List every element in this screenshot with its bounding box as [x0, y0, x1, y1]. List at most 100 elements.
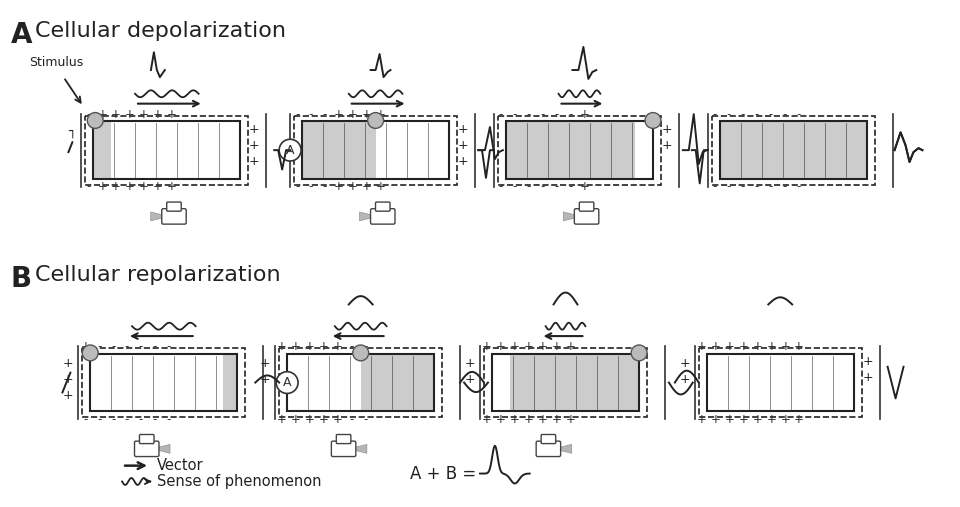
Text: +: + — [319, 413, 329, 426]
Bar — [484, 348, 647, 417]
Bar — [699, 348, 862, 417]
Text: +: + — [780, 413, 790, 426]
Text: -: - — [755, 180, 758, 193]
Circle shape — [83, 345, 98, 361]
Text: -: - — [167, 341, 171, 353]
Text: +: + — [319, 341, 329, 353]
Text: +: + — [580, 180, 589, 193]
Text: +: + — [565, 341, 575, 353]
Text: -: - — [323, 108, 327, 121]
FancyBboxPatch shape — [139, 434, 154, 444]
Text: -: - — [796, 108, 801, 121]
Text: +: + — [580, 108, 589, 121]
Text: -: - — [349, 341, 354, 353]
Text: -: - — [295, 180, 300, 193]
Text: -: - — [727, 180, 731, 193]
Text: +: + — [862, 371, 873, 384]
Text: +: + — [111, 108, 121, 121]
Text: +: + — [725, 413, 734, 426]
Text: -: - — [740, 108, 745, 121]
Text: -: - — [111, 341, 115, 353]
Bar — [85, 116, 249, 185]
Text: ┐: ┐ — [67, 125, 75, 138]
Text: +: + — [277, 341, 287, 353]
Circle shape — [87, 113, 103, 128]
Text: +: + — [482, 341, 492, 353]
Text: +: + — [766, 341, 777, 353]
Bar — [83, 348, 246, 417]
Text: +: + — [63, 389, 74, 402]
FancyBboxPatch shape — [134, 441, 159, 456]
Bar — [90, 354, 237, 411]
Text: +: + — [139, 108, 149, 121]
Text: -: - — [153, 413, 157, 426]
Polygon shape — [554, 444, 571, 453]
Text: B: B — [11, 265, 32, 293]
Circle shape — [368, 113, 384, 128]
Text: -: - — [86, 108, 90, 121]
Bar — [302, 122, 449, 179]
Circle shape — [645, 113, 660, 128]
Text: +: + — [291, 341, 301, 353]
Text: -: - — [782, 108, 786, 121]
Text: +: + — [333, 341, 343, 353]
Text: +: + — [260, 357, 271, 370]
Text: +: + — [153, 108, 163, 121]
Text: -: - — [97, 341, 102, 353]
Text: -: - — [323, 180, 327, 193]
Text: Vector: Vector — [156, 458, 204, 473]
Text: +: + — [538, 341, 547, 353]
Text: -: - — [526, 108, 531, 121]
Text: +: + — [63, 357, 74, 370]
Bar — [711, 116, 875, 185]
Bar — [279, 348, 443, 417]
Text: -: - — [782, 180, 786, 193]
Bar — [720, 122, 867, 179]
Bar — [302, 122, 375, 179]
Text: -: - — [498, 108, 503, 121]
Text: +: + — [139, 180, 149, 193]
Text: +: + — [465, 357, 475, 370]
Bar — [492, 354, 639, 411]
Text: -: - — [768, 108, 773, 121]
Text: +: + — [249, 139, 259, 152]
Text: -: - — [513, 108, 517, 121]
Text: +: + — [780, 341, 790, 353]
Text: -: - — [86, 180, 90, 193]
Polygon shape — [564, 212, 581, 221]
Text: -: - — [153, 341, 157, 353]
Text: +: + — [334, 108, 344, 121]
Text: +: + — [725, 341, 734, 353]
Text: +: + — [375, 180, 386, 193]
Text: +: + — [680, 373, 690, 386]
Text: +: + — [111, 180, 121, 193]
Text: +: + — [697, 413, 707, 426]
Text: +: + — [249, 155, 259, 167]
FancyBboxPatch shape — [537, 441, 561, 456]
Text: -: - — [568, 108, 573, 121]
Text: +: + — [862, 355, 873, 368]
Text: -: - — [526, 180, 531, 193]
Text: -: - — [309, 180, 313, 193]
Circle shape — [352, 345, 369, 361]
Polygon shape — [152, 444, 170, 453]
Bar — [498, 116, 660, 185]
Bar — [506, 122, 653, 179]
Circle shape — [276, 372, 298, 393]
Text: +: + — [661, 139, 672, 152]
Text: +: + — [97, 108, 108, 121]
Text: -: - — [309, 108, 313, 121]
Text: -: - — [540, 108, 545, 121]
Text: -: - — [125, 413, 130, 426]
Text: +: + — [510, 413, 519, 426]
Text: +: + — [766, 413, 777, 426]
Text: -: - — [712, 108, 717, 121]
Text: +: + — [524, 341, 534, 353]
Text: -: - — [554, 108, 559, 121]
Text: -: - — [796, 180, 801, 193]
Text: +: + — [291, 413, 301, 426]
Text: A: A — [283, 376, 292, 389]
Bar — [287, 354, 434, 411]
Text: +: + — [496, 341, 506, 353]
Text: +: + — [362, 180, 372, 193]
